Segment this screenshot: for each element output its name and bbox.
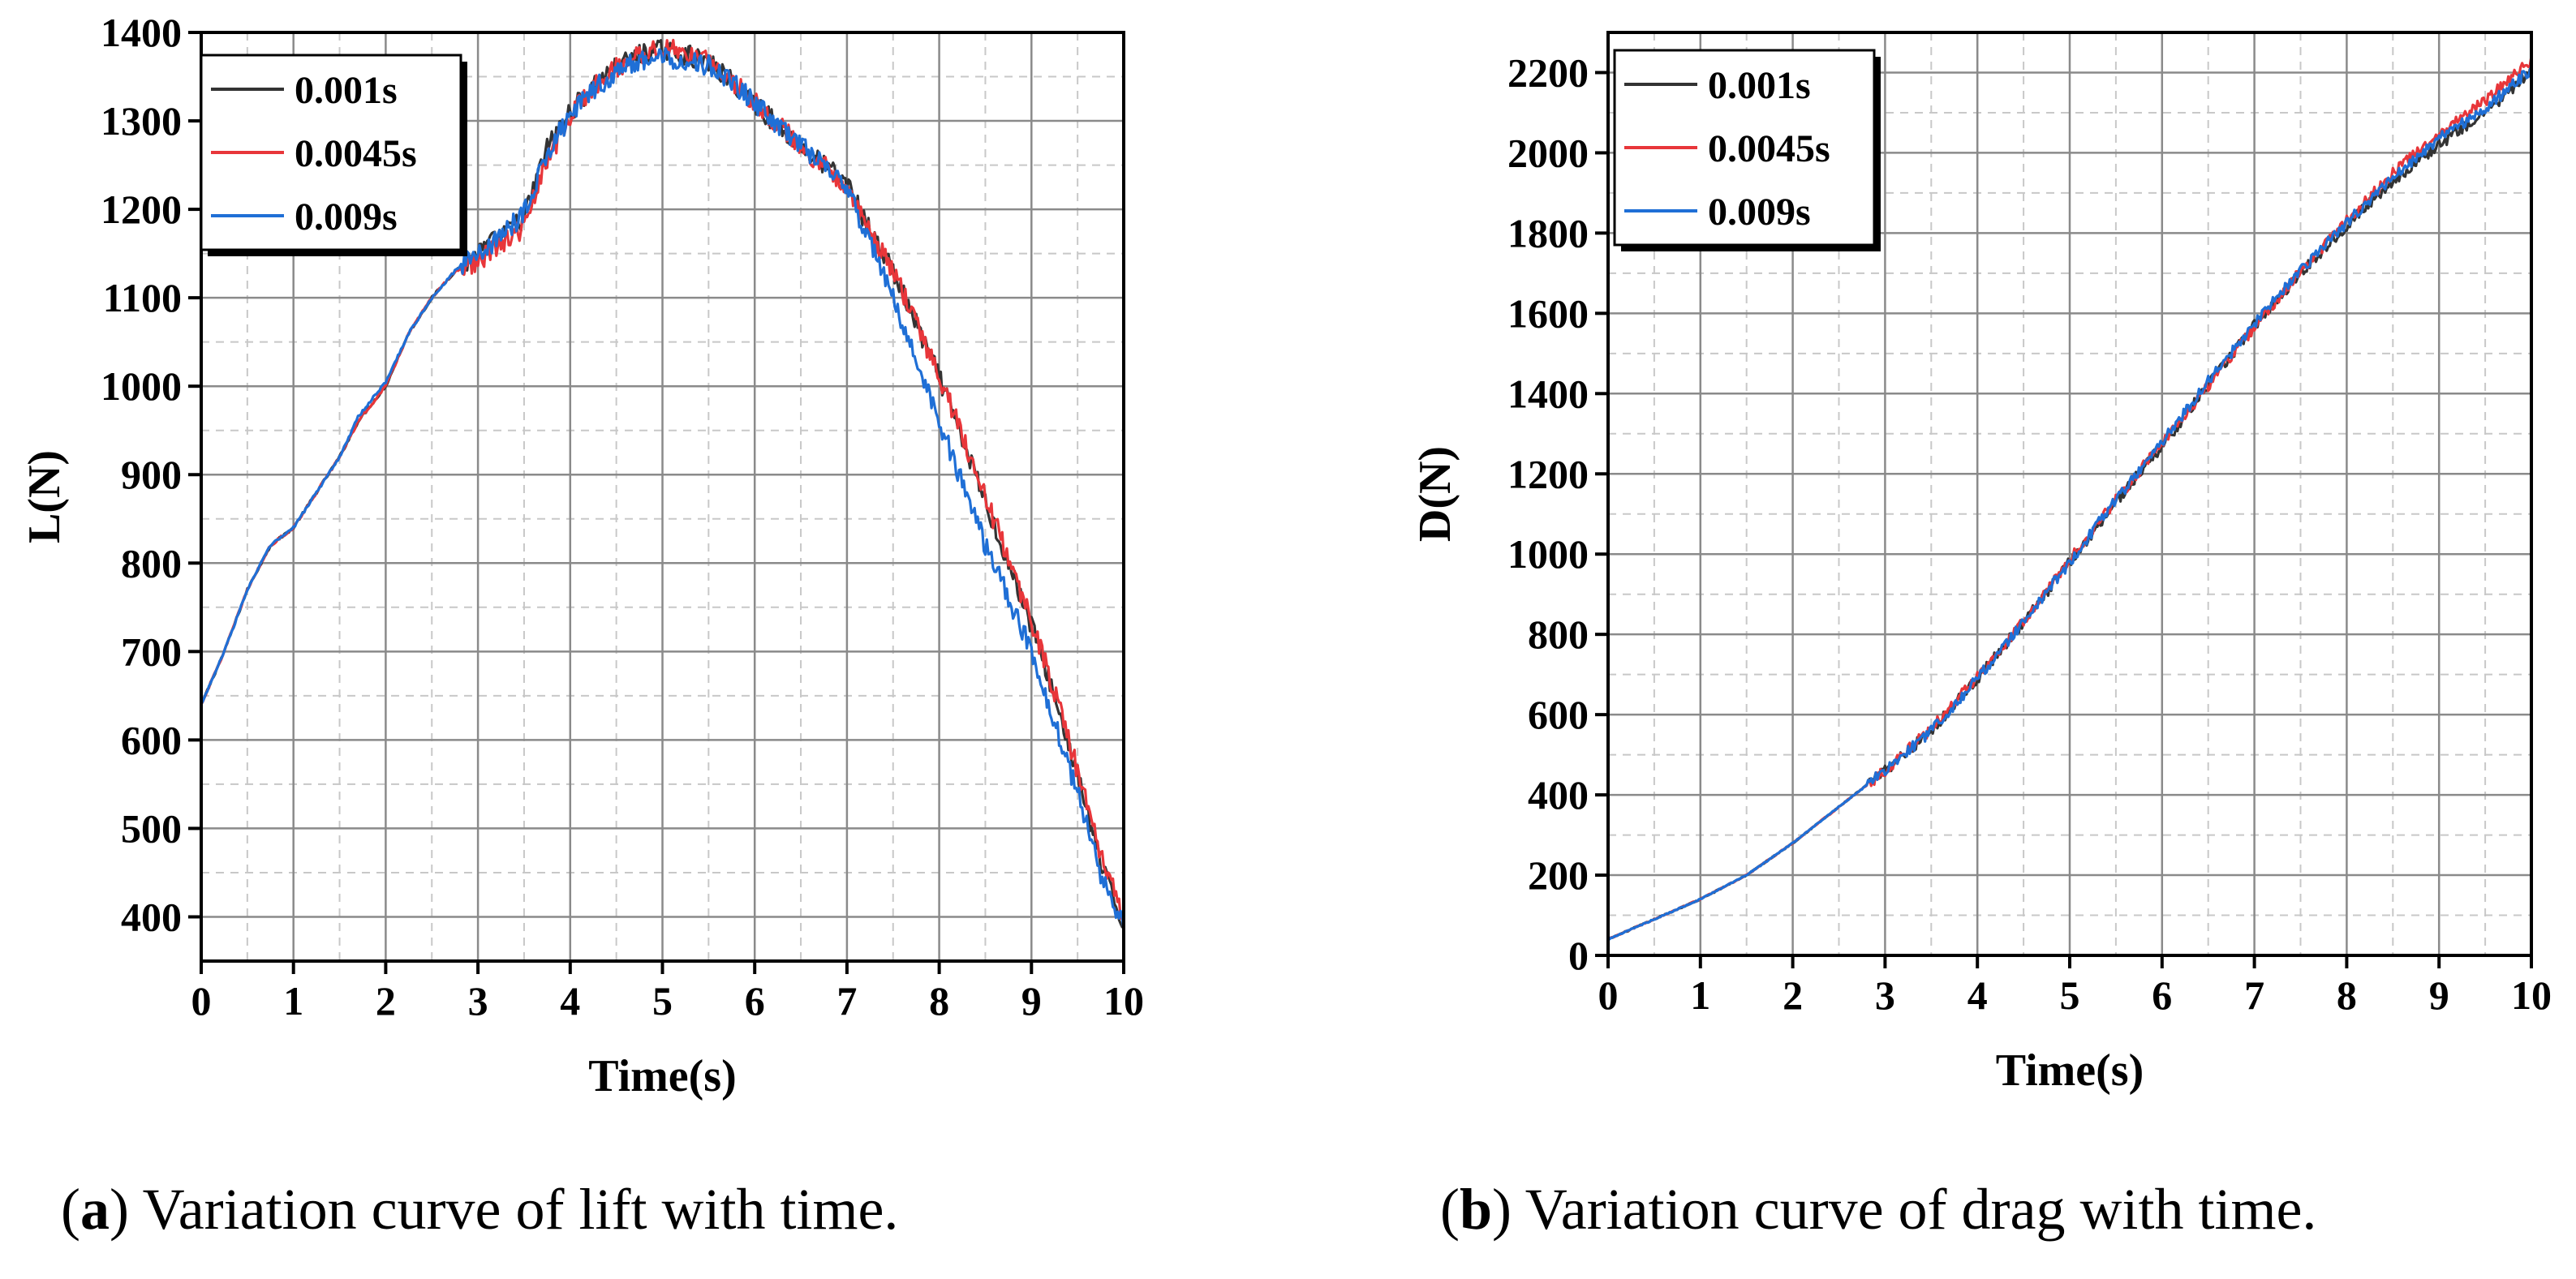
x-tick-label: 8	[2337, 972, 2357, 1018]
x-axis-label: Time(s)	[588, 1051, 737, 1101]
y-tick-label: 600	[1528, 692, 1589, 737]
caption-lift-text: Variation curve of lift with time.	[142, 1177, 899, 1242]
y-tick-label: 0	[1568, 933, 1589, 978]
y-tick-label: 2000	[1507, 130, 1589, 175]
caption-drag-label: b	[1459, 1177, 1493, 1242]
x-tick-label: 4	[1967, 972, 1988, 1018]
x-tick-label: 7	[836, 978, 857, 1024]
x-tick-label: 9	[2429, 972, 2449, 1018]
y-tick-label: 1300	[101, 98, 182, 144]
series-line-0.009s	[1607, 65, 2533, 941]
chart-drag: 0 1 2 3 4 5 6 7 8 9 10 0 200 400 600 800 1000 1200 1400 160…	[1410, 31, 2552, 1096]
legend-label-0.001s: 0.001s	[1708, 64, 1811, 107]
x-tick-label: 5	[2060, 972, 2080, 1018]
legend-label-0.009s: 0.009s	[1708, 191, 1811, 234]
caption-lift: (a) Variation curve of lift with time.	[61, 1177, 899, 1242]
x-tick-label: 10	[1103, 978, 1144, 1024]
x-tick-label: 8	[929, 978, 949, 1024]
y-axis-label: D(N)	[1410, 446, 1460, 542]
x-tick-label: 1	[283, 978, 303, 1024]
x-tick-label: 7	[2244, 972, 2264, 1018]
series-line-0.009s	[200, 47, 1125, 930]
y-tick-label: 1000	[101, 363, 182, 409]
y-axis-label: L(N)	[19, 450, 70, 543]
y-tick-label: 900	[121, 452, 182, 497]
y-tick-label: 1000	[1507, 531, 1589, 577]
chart-lift: 0 1 2 3 4 5 6 7 8 9 10 400 500 600 700 800 900 1000 1100 12…	[19, 10, 1144, 1101]
legend-label-0.009s: 0.009s	[295, 195, 398, 238]
x-tick-label: 5	[652, 978, 673, 1024]
y-tick-label: 1800	[1507, 210, 1589, 255]
x-tick-label: 6	[745, 978, 765, 1024]
y-tick-label: 500	[121, 805, 182, 851]
y-tick-label: 700	[121, 629, 182, 674]
x-tick-label: 2	[1783, 972, 1803, 1018]
x-tick-label: 10	[2511, 972, 2552, 1018]
x-tick-label: 6	[2152, 972, 2172, 1018]
x-tick-label: 9	[1021, 978, 1042, 1024]
caption-lift-label: a	[80, 1177, 110, 1242]
legend-label-0.0045s: 0.0045s	[1708, 127, 1830, 170]
y-tick-label: 1600	[1507, 290, 1589, 336]
y-tick-label: 1400	[1507, 371, 1589, 416]
y-tick-label: 1100	[103, 275, 182, 320]
y-tick-label: 1400	[101, 10, 182, 55]
y-tick-label: 200	[1528, 852, 1589, 898]
caption-drag: (b) Variation curve of drag with time.	[1440, 1177, 2317, 1242]
y-tick-label: 400	[1528, 772, 1589, 818]
y-tick-label: 800	[121, 540, 182, 586]
x-tick-label: 4	[560, 978, 580, 1024]
y-tick-label: 600	[121, 717, 182, 762]
x-axis-label: Time(s)	[1996, 1045, 2144, 1096]
legend-label-0.0045s: 0.0045s	[295, 132, 417, 175]
y-tick-label: 800	[1528, 612, 1589, 657]
x-tick-label: 3	[1875, 972, 1895, 1018]
y-tick-label: 1200	[101, 187, 182, 232]
x-tick-label: 0	[1598, 972, 1619, 1018]
x-tick-label: 3	[468, 978, 488, 1024]
legend-label-0.001s: 0.001s	[295, 69, 398, 112]
y-tick-label: 2200	[1507, 49, 1589, 95]
y-tick-label: 400	[121, 894, 182, 939]
x-tick-label: 1	[1690, 972, 1710, 1018]
y-tick-label: 1200	[1507, 451, 1589, 496]
x-tick-label: 0	[191, 978, 212, 1024]
caption-drag-text: Variation curve of drag with time.	[1525, 1177, 2317, 1242]
x-tick-label: 2	[376, 978, 396, 1024]
